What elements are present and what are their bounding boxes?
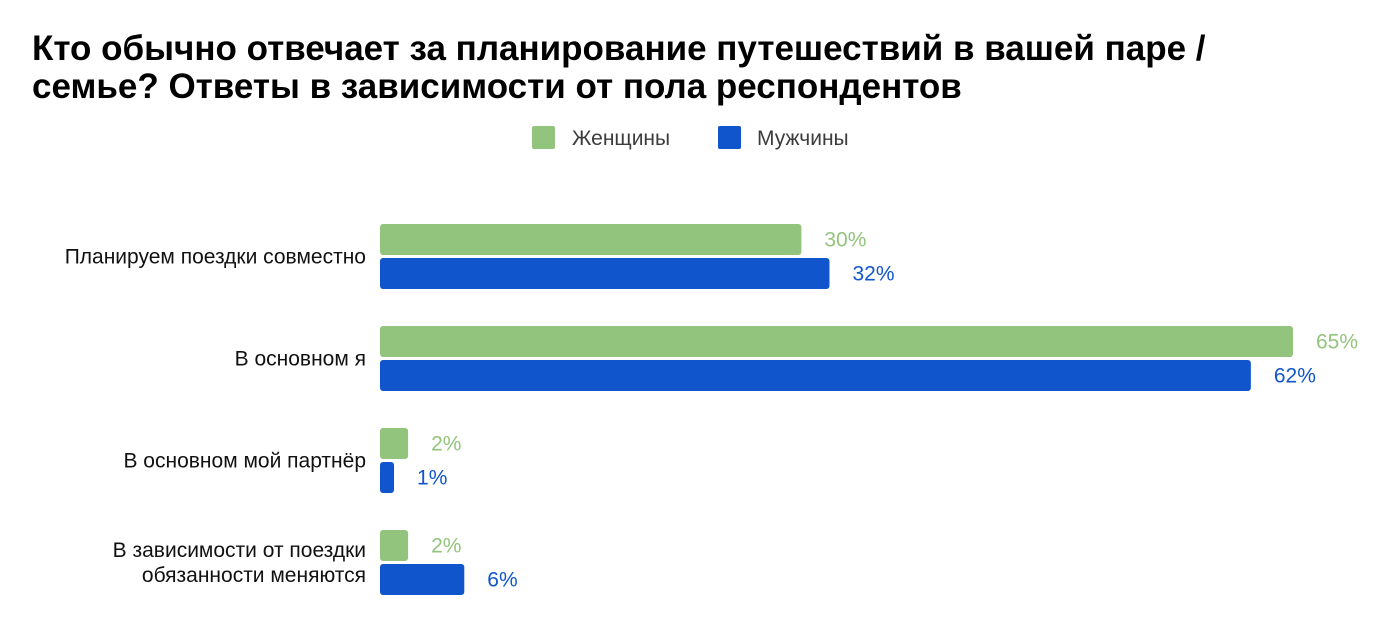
- data-label-1-1: 62%: [1274, 365, 1316, 388]
- category-label-3-line-1: обязанности меняются: [142, 564, 366, 587]
- data-label-2-1: 1%: [417, 467, 447, 490]
- data-label-1-0: 65%: [1316, 331, 1358, 354]
- bar-3-0: [380, 530, 409, 561]
- chart-title: Кто обычно отвечает за планирование путе…: [32, 30, 1332, 106]
- category-label-2: В основном мой партнёр: [123, 450, 366, 473]
- data-label-3-0: 2%: [431, 535, 461, 558]
- chart-title-line-2: семье? Ответы в зависимости от пола респ…: [32, 67, 962, 106]
- category-group-3: 2% 6% В зависимости от поездкиобязанности …: [113, 530, 518, 595]
- category-group-2: 2% 1% В основном мой партнёр: [123, 428, 461, 493]
- data-label-3-1: 6%: [487, 569, 517, 592]
- category-group-0: 30% 32% Планируем поездки совместно: [65, 224, 895, 289]
- bar-2-1: [380, 462, 395, 493]
- bar-3-1: [380, 564, 465, 595]
- bar-0-0: [380, 224, 802, 255]
- data-label-2-0: 2%: [431, 433, 461, 456]
- data-label-0-1: 32%: [852, 263, 894, 286]
- bar-1-0: [380, 326, 1293, 357]
- bar-0-1: [380, 258, 830, 289]
- legend-label-0: Женщины: [572, 127, 670, 150]
- bar-1-1: [380, 360, 1251, 391]
- bar-2-0: [380, 428, 409, 459]
- category-label-1: В основном я: [235, 348, 366, 371]
- category-label-0: Планируем поездки совместно: [65, 246, 366, 269]
- data-label-0-0: 30%: [824, 229, 866, 252]
- category-group-1: 65%62% В основном я: [235, 326, 1358, 391]
- category-label-3-line-0: В зависимости от поездки: [113, 539, 366, 562]
- legend-label-1: Мужчины: [757, 127, 849, 150]
- legend-swatch-0: [532, 126, 555, 149]
- chart-title-line-1: Кто обычно отвечает за планирование путе…: [32, 29, 1206, 68]
- legend: Женщины Мужчины: [532, 126, 849, 150]
- legend-swatch-1: [718, 126, 741, 149]
